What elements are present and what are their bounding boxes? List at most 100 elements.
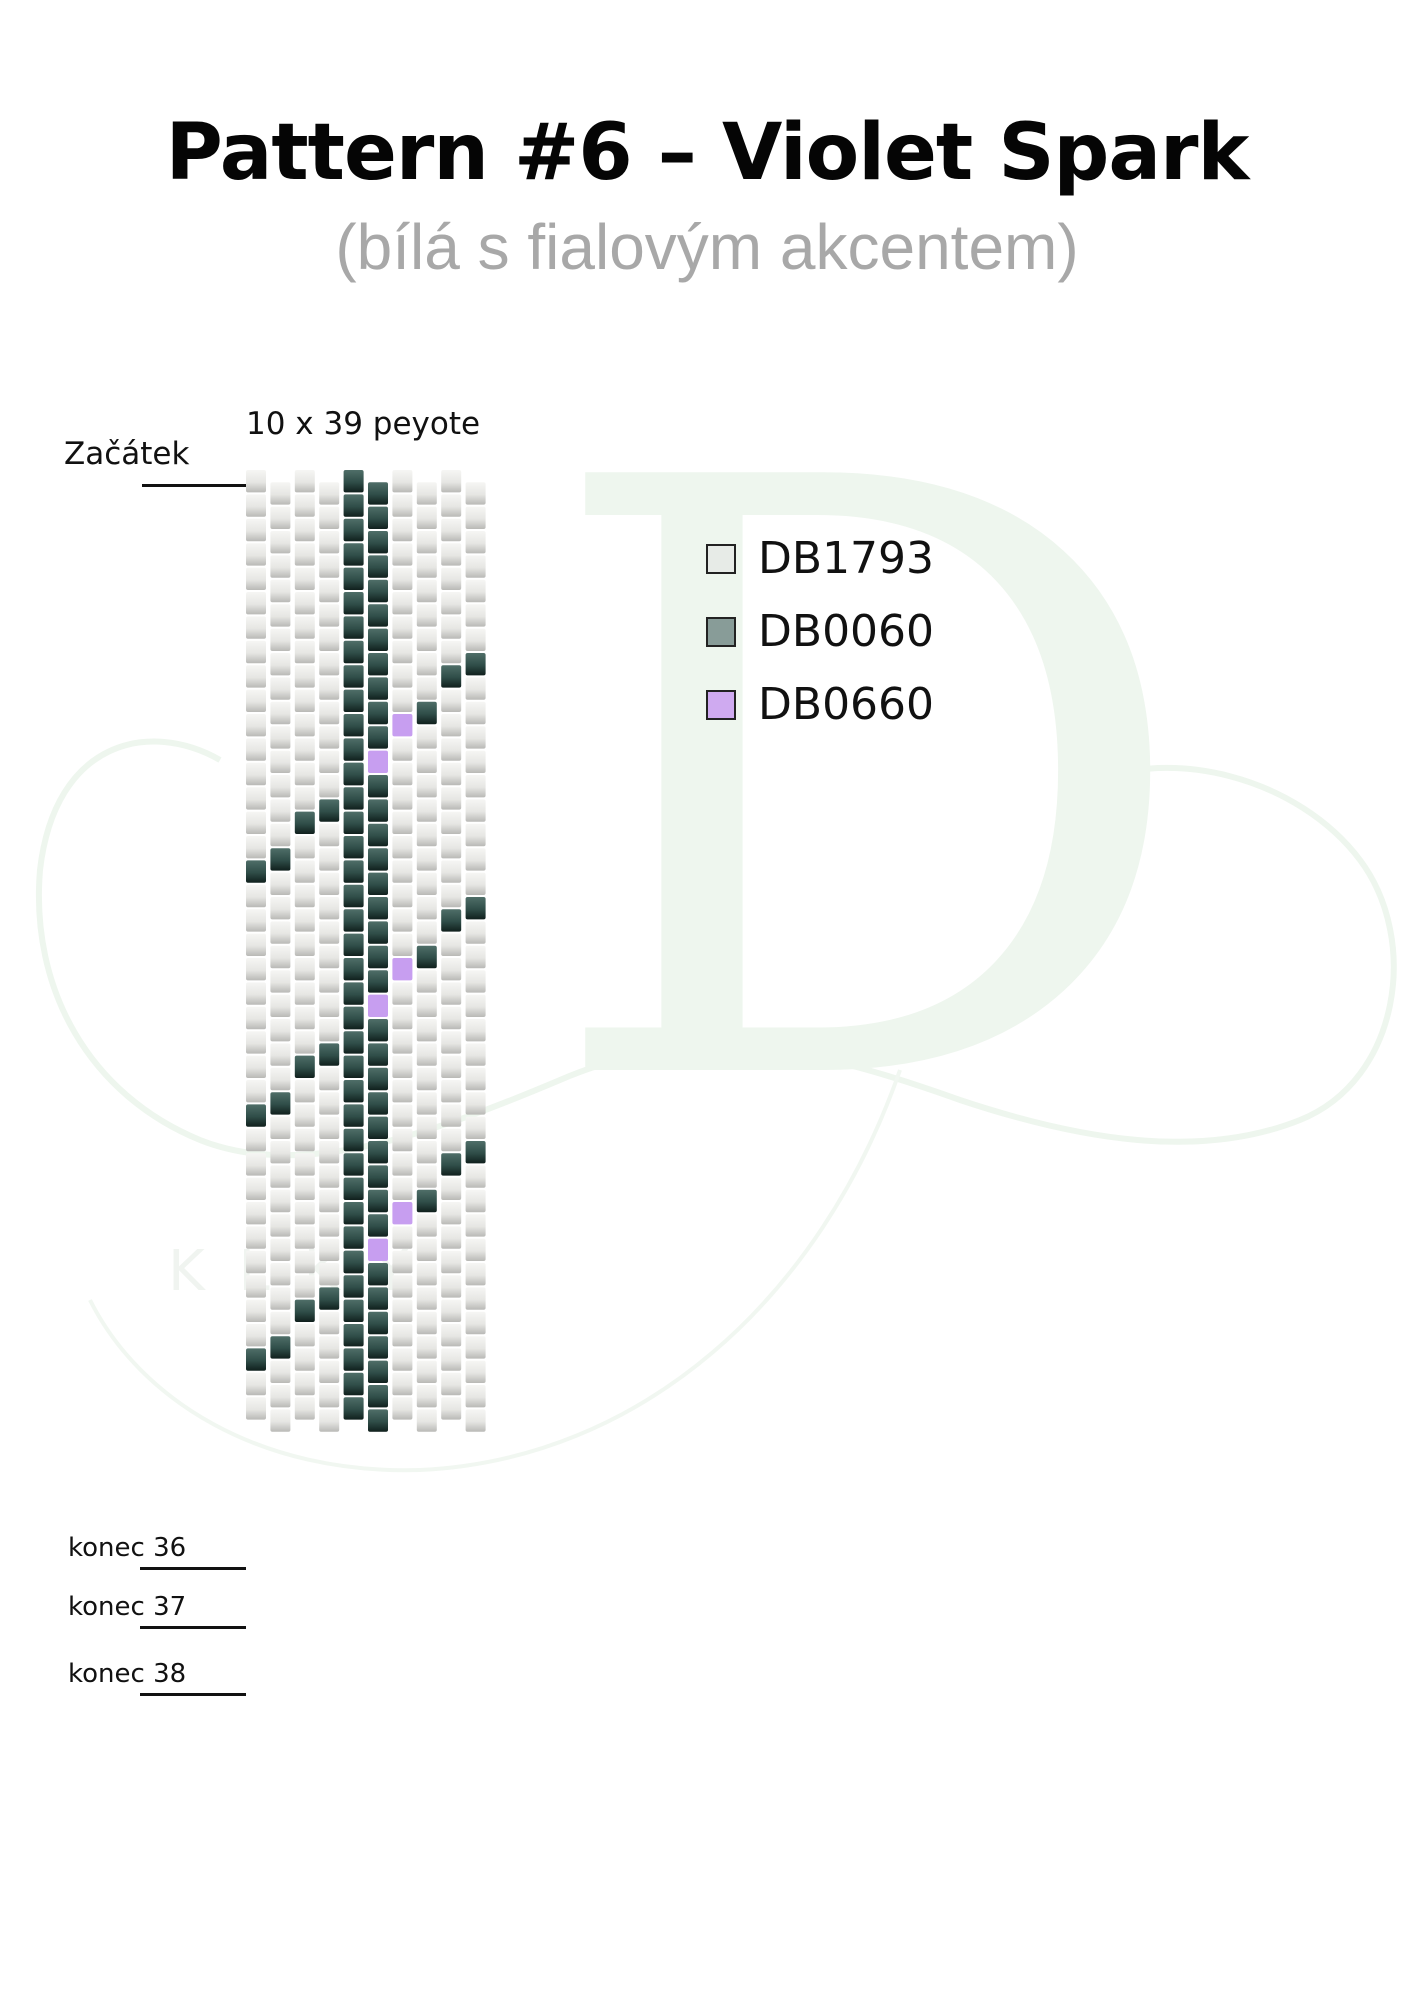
bead-db1793 [294,958,315,981]
bead-db0060 [368,1067,388,1091]
bead-db1793 [246,811,266,834]
bead-db0060 [343,543,364,566]
bead-db0660 [368,994,388,1017]
bead-db0660 [368,750,388,773]
bead-db1793 [319,1311,340,1335]
legend-code: DB0060 [758,606,935,657]
bead-db1793 [270,726,291,749]
bead-db1793 [441,640,462,664]
bead-db1793 [441,1128,462,1152]
bead-db1793 [465,1116,486,1139]
bead-db1793 [270,1360,291,1383]
bead-db1793 [392,884,413,908]
bead-db1793 [246,1055,266,1078]
bead-db0060 [343,1006,364,1030]
bead-db1793 [319,1067,340,1091]
bead-db1793 [441,616,462,639]
bead-db1793 [392,982,413,1005]
bead-db0060 [343,1055,364,1078]
bead-db1793 [416,848,437,871]
legend-code: DB0660 [758,679,935,730]
bead-db1793 [465,1019,486,1042]
bead-db1793 [465,1336,486,1359]
bead-db1793 [270,579,291,603]
bead-db1793 [270,1165,291,1188]
watermark-letter: D [540,310,1197,1264]
bead-db1793 [416,872,437,895]
bead-db1793 [319,823,340,847]
color-legend: DB1793 DB0060 DB0660 [706,522,934,741]
bead-db1793 [246,762,266,786]
bead-db1793 [416,750,437,773]
bead-db1793 [319,1019,340,1042]
bead-db0060 [368,579,388,603]
bead-db1793 [465,1263,486,1286]
bead-db1793 [319,1263,340,1286]
bead-db1793 [465,1165,486,1188]
bead-db0060 [368,531,388,554]
bead-db1793 [270,750,291,773]
bead-db1793 [392,1324,413,1347]
bead-db1793 [246,1080,266,1103]
bead-db1793 [416,579,437,603]
bead-db1793 [319,506,340,529]
bead-db1793 [392,738,413,761]
bead-db1793 [294,518,315,542]
bead-db1793 [246,1397,266,1420]
bead-db0060 [368,1092,388,1115]
bead-db1793 [465,1287,486,1310]
bead-db0060 [319,799,340,822]
bead-db1793 [270,872,291,895]
bead-db1793 [294,1275,315,1298]
bead-db0060 [465,897,486,920]
bead-db1793 [294,714,315,737]
bead-db0060 [343,909,364,932]
bead-db1793 [270,921,291,944]
bead-db1793 [441,1299,462,1322]
bead-db1793 [392,616,413,639]
bead-db1793 [441,1275,462,1298]
bead-db1793 [416,677,437,700]
bead-db0060 [368,1409,388,1432]
bead-db1793 [246,616,266,639]
bead-db1793 [465,1043,486,1066]
bead-db1793 [294,884,315,908]
bead-db1793 [441,762,462,786]
bead-db1793 [246,714,266,737]
bead-db1793 [319,1214,340,1237]
bead-db0060 [343,689,364,712]
bead-db1793 [465,750,486,773]
bead-db1793 [246,1031,266,1054]
bead-db1793 [416,1385,437,1408]
bead-db1793 [441,787,462,810]
bead-db1793 [441,1202,462,1225]
end-label-line [140,1567,246,1570]
bead-db1793 [270,1067,291,1091]
bead-db1793 [392,543,413,566]
bead-db0060 [368,1385,388,1408]
bead-db1793 [246,689,266,712]
bead-db1793 [294,1348,315,1371]
bead-db1793 [319,872,340,895]
bead-db1793 [294,1372,315,1396]
bead-db1793 [246,1153,266,1176]
bead-db0060 [343,1104,364,1127]
bead-db1793 [294,738,315,761]
bead-db1793 [465,775,486,798]
bead-db1793 [294,1202,315,1225]
bead-db1793 [441,811,462,834]
bead-db0060 [368,1263,388,1286]
bead-db0060 [343,1153,364,1176]
bead-db1793 [392,1397,413,1420]
bead-db0060 [368,628,388,651]
bead-db0060 [343,762,364,786]
bead-db1793 [465,726,486,749]
bead-db1793 [392,1226,413,1249]
bead-db1793 [319,848,340,871]
bead-db1793 [270,677,291,700]
bead-db0060 [368,482,388,505]
bead-db1793 [392,1299,413,1322]
bead-db0060 [368,653,388,676]
bead-db1793 [246,543,266,566]
bead-db1793 [294,640,315,664]
